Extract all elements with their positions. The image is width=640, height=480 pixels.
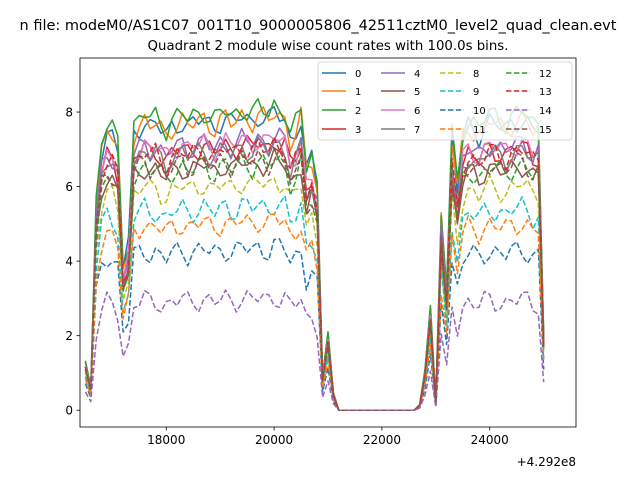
legend-label-3: 3 <box>355 125 361 136</box>
legend-label-2: 2 <box>355 106 361 117</box>
series-line-8 <box>84 174 545 411</box>
series-line-9 <box>84 195 545 411</box>
legend-label-8: 8 <box>473 69 479 80</box>
series-line-15 <box>84 148 545 411</box>
series-line-13 <box>84 136 545 411</box>
legend-label-0: 0 <box>355 69 361 80</box>
axes-frame <box>79 57 577 428</box>
legend-label-13: 13 <box>539 87 552 98</box>
legend-label-7: 7 <box>414 125 420 136</box>
legend-box <box>317 61 573 141</box>
legend-label-11: 11 <box>473 125 486 136</box>
legend-label-15: 15 <box>539 125 552 136</box>
chart-title: Quadrant 2 module wise count rates with … <box>148 39 509 54</box>
legend-label-4: 4 <box>414 69 420 80</box>
series-line-10 <box>84 238 545 411</box>
axes-layer: 18000 20000 22000 24000 0 2 4 6 8 <box>65 57 577 447</box>
legend-label-9: 9 <box>473 87 479 98</box>
y-tick-label: 4 <box>65 254 73 268</box>
x-tick-label: 24000 <box>471 433 509 447</box>
figure-suptitle: n file: modeM0/AS1C07_001T10_9000005806_… <box>20 18 617 34</box>
y-tick-label: 6 <box>65 180 73 194</box>
legend-label-14: 14 <box>539 106 552 117</box>
y-tick-label: 2 <box>65 329 73 343</box>
legend-label-1: 1 <box>355 87 361 98</box>
series-line-14 <box>84 289 545 411</box>
legend-label-10: 10 <box>473 106 486 117</box>
x-tick-label: 22000 <box>363 433 401 447</box>
x-tick-label: 18000 <box>147 433 185 447</box>
series-layer <box>84 97 545 411</box>
legend-label-5: 5 <box>414 87 420 98</box>
legend-label-6: 6 <box>414 106 420 117</box>
series-line-11 <box>84 213 545 411</box>
y-tick-label: 8 <box>65 105 73 119</box>
y-tick-label: 0 <box>65 404 73 418</box>
x-tick-label: 20000 <box>255 433 293 447</box>
x-offset-label: +4.292e8 <box>517 455 576 469</box>
legend-label-12: 12 <box>539 69 552 80</box>
